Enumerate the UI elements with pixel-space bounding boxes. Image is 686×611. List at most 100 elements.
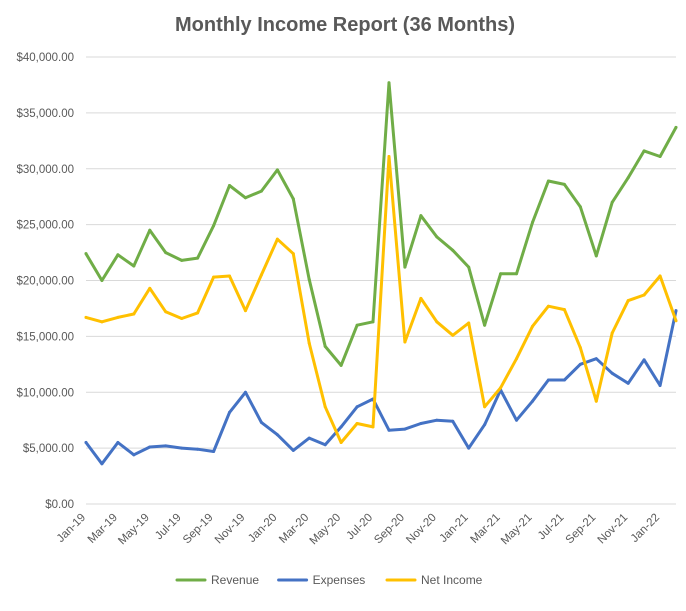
data-point-revenue (84, 252, 88, 256)
data-point-revenue (419, 214, 423, 218)
data-point-revenue (451, 248, 455, 252)
data-point-expenses (228, 410, 232, 414)
legend-label: Expenses (313, 573, 366, 587)
data-point-revenue (594, 254, 598, 258)
data-point-revenue (212, 224, 216, 228)
data-point-net-income (100, 320, 104, 324)
y-tick-label: $35,000.00 (16, 108, 74, 120)
data-point-revenue (164, 251, 168, 255)
data-point-net-income (578, 346, 582, 350)
data-point-net-income (594, 399, 598, 403)
data-point-net-income (435, 320, 439, 324)
data-point-expenses (594, 357, 598, 361)
data-point-expenses (483, 423, 487, 427)
data-point-expenses (212, 449, 216, 453)
data-point-net-income (275, 237, 279, 241)
data-point-revenue (610, 200, 614, 204)
data-point-expenses (84, 441, 88, 445)
data-point-net-income (419, 296, 423, 300)
data-point-expenses (578, 362, 582, 366)
data-point-expenses (626, 381, 630, 385)
data-point-revenue (562, 182, 566, 186)
data-point-revenue (116, 253, 120, 257)
data-point-expenses (387, 428, 391, 432)
series-revenue (84, 81, 678, 367)
data-point-expenses (196, 447, 200, 451)
data-point-revenue (578, 205, 582, 209)
y-axis-tick-labels: $0.00 $5,000.00 $10,000.00 $15,000.00 $20,00… (16, 52, 74, 511)
x-tick-label: Jan-20 (246, 512, 279, 545)
data-point-revenue (323, 344, 327, 348)
data-point-net-income (148, 286, 152, 290)
y-tick-label: $5,000.00 (23, 443, 74, 455)
legend-label: Revenue (211, 573, 259, 587)
legend: Revenue Expenses Net Income (175, 573, 483, 587)
data-point-expenses (164, 444, 168, 448)
data-point-expenses (291, 448, 295, 452)
data-point-revenue (243, 196, 247, 200)
data-point-net-income (339, 441, 343, 445)
series-lines (84, 81, 678, 466)
x-tick-label: Mar-21 (468, 512, 502, 546)
data-point-revenue (148, 228, 152, 232)
data-point-net-income (307, 341, 311, 345)
data-point-net-income (674, 319, 678, 323)
data-point-revenue (626, 176, 630, 180)
data-point-net-income (212, 275, 216, 279)
x-tick-label: Jul-21 (536, 512, 567, 543)
data-point-net-income (610, 331, 614, 335)
data-point-revenue (196, 256, 200, 260)
data-point-expenses (323, 443, 327, 447)
data-point-expenses (180, 446, 184, 450)
data-point-net-income (451, 333, 455, 337)
chart-title: Monthly Income Report (36 Months) (175, 14, 515, 36)
data-point-net-income (403, 340, 407, 344)
data-point-expenses (355, 405, 359, 409)
data-point-net-income (84, 315, 88, 319)
y-tick-label: $40,000.00 (16, 52, 74, 64)
data-point-expenses (132, 453, 136, 457)
data-point-expenses (435, 418, 439, 422)
data-point-revenue (403, 265, 407, 269)
y-tick-label: $15,000.00 (16, 331, 74, 343)
data-point-revenue (499, 272, 503, 276)
data-point-revenue (100, 279, 104, 282)
data-point-net-income (626, 299, 630, 303)
series-line-revenue (84, 81, 678, 367)
legend-item-net-income: Net Income (385, 573, 483, 587)
data-point-revenue (371, 320, 375, 324)
data-point-revenue (355, 323, 359, 327)
data-point-expenses (243, 390, 247, 394)
data-point-revenue (132, 264, 136, 268)
data-point-revenue (658, 154, 662, 158)
x-tick-label: Jan-22 (629, 512, 662, 545)
x-tick-label: Jan-19 (55, 512, 88, 545)
data-point-expenses (642, 358, 646, 362)
x-tick-label: Jan-21 (437, 512, 470, 545)
data-point-expenses (100, 462, 104, 466)
data-point-revenue (307, 277, 311, 281)
series-net-income (84, 154, 678, 445)
data-point-expenses (515, 418, 519, 422)
x-tick-label: Jul-19 (153, 512, 184, 543)
data-point-revenue (339, 363, 343, 367)
data-point-net-income (132, 312, 136, 316)
data-point-net-income (355, 422, 359, 426)
series-line-net-income (84, 155, 678, 444)
data-point-revenue (435, 235, 439, 239)
legend-label: Net Income (421, 573, 483, 587)
data-point-revenue (467, 265, 471, 269)
data-point-expenses (259, 420, 263, 424)
data-point-net-income (116, 315, 120, 319)
data-point-expenses (116, 441, 120, 445)
data-point-expenses (339, 425, 343, 429)
data-point-net-income (291, 252, 295, 256)
series-expenses (84, 309, 678, 466)
data-point-net-income (483, 405, 487, 409)
legend-item-revenue: Revenue (175, 573, 259, 587)
data-point-revenue (674, 125, 678, 129)
data-point-expenses (275, 433, 279, 437)
data-point-revenue (515, 272, 519, 276)
